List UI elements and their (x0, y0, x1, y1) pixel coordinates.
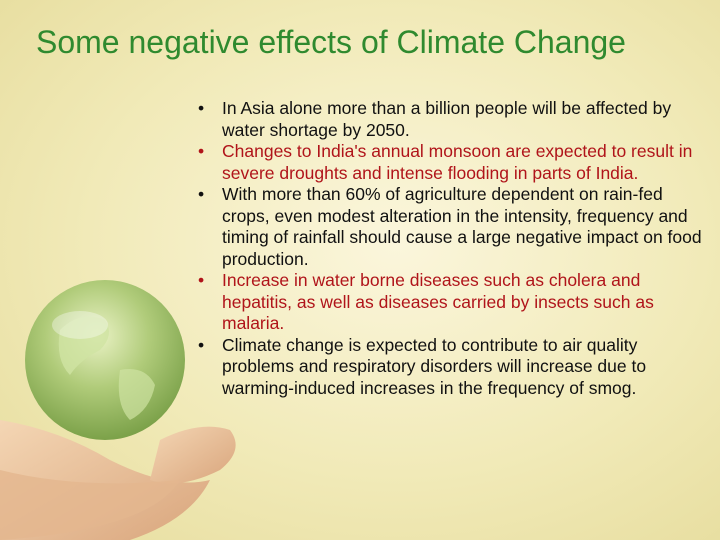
bullet-marker: • (198, 270, 205, 290)
bullet-marker: • (198, 141, 205, 161)
bullet-marker: • (198, 184, 205, 204)
bullet-text: With more than 60% of agriculture depend… (222, 184, 702, 269)
bullet-item: • Climate change is expected to contribu… (190, 335, 710, 400)
bullet-text: Changes to India's annual monsoon are ex… (222, 141, 693, 183)
bullet-item: • With more than 60% of agriculture depe… (190, 184, 710, 270)
bullet-text: In Asia alone more than a billion people… (222, 98, 672, 140)
bullet-item: • Increase in water borne diseases such … (190, 270, 710, 335)
bullet-list: • In Asia alone more than a billion peop… (190, 98, 710, 399)
globe-in-hands-icon (0, 280, 236, 540)
bullet-text: Climate change is expected to contribute… (222, 334, 647, 398)
bullet-item: • Changes to India's annual monsoon are … (190, 141, 710, 184)
bullet-text: Increase in water borne diseases such as… (222, 270, 654, 333)
bullet-marker: • (198, 98, 205, 118)
slide-title: Some negative effects of Climate Change (36, 24, 626, 60)
bullet-marker: • (198, 334, 205, 355)
bullet-item: • In Asia alone more than a billion peop… (190, 98, 710, 141)
